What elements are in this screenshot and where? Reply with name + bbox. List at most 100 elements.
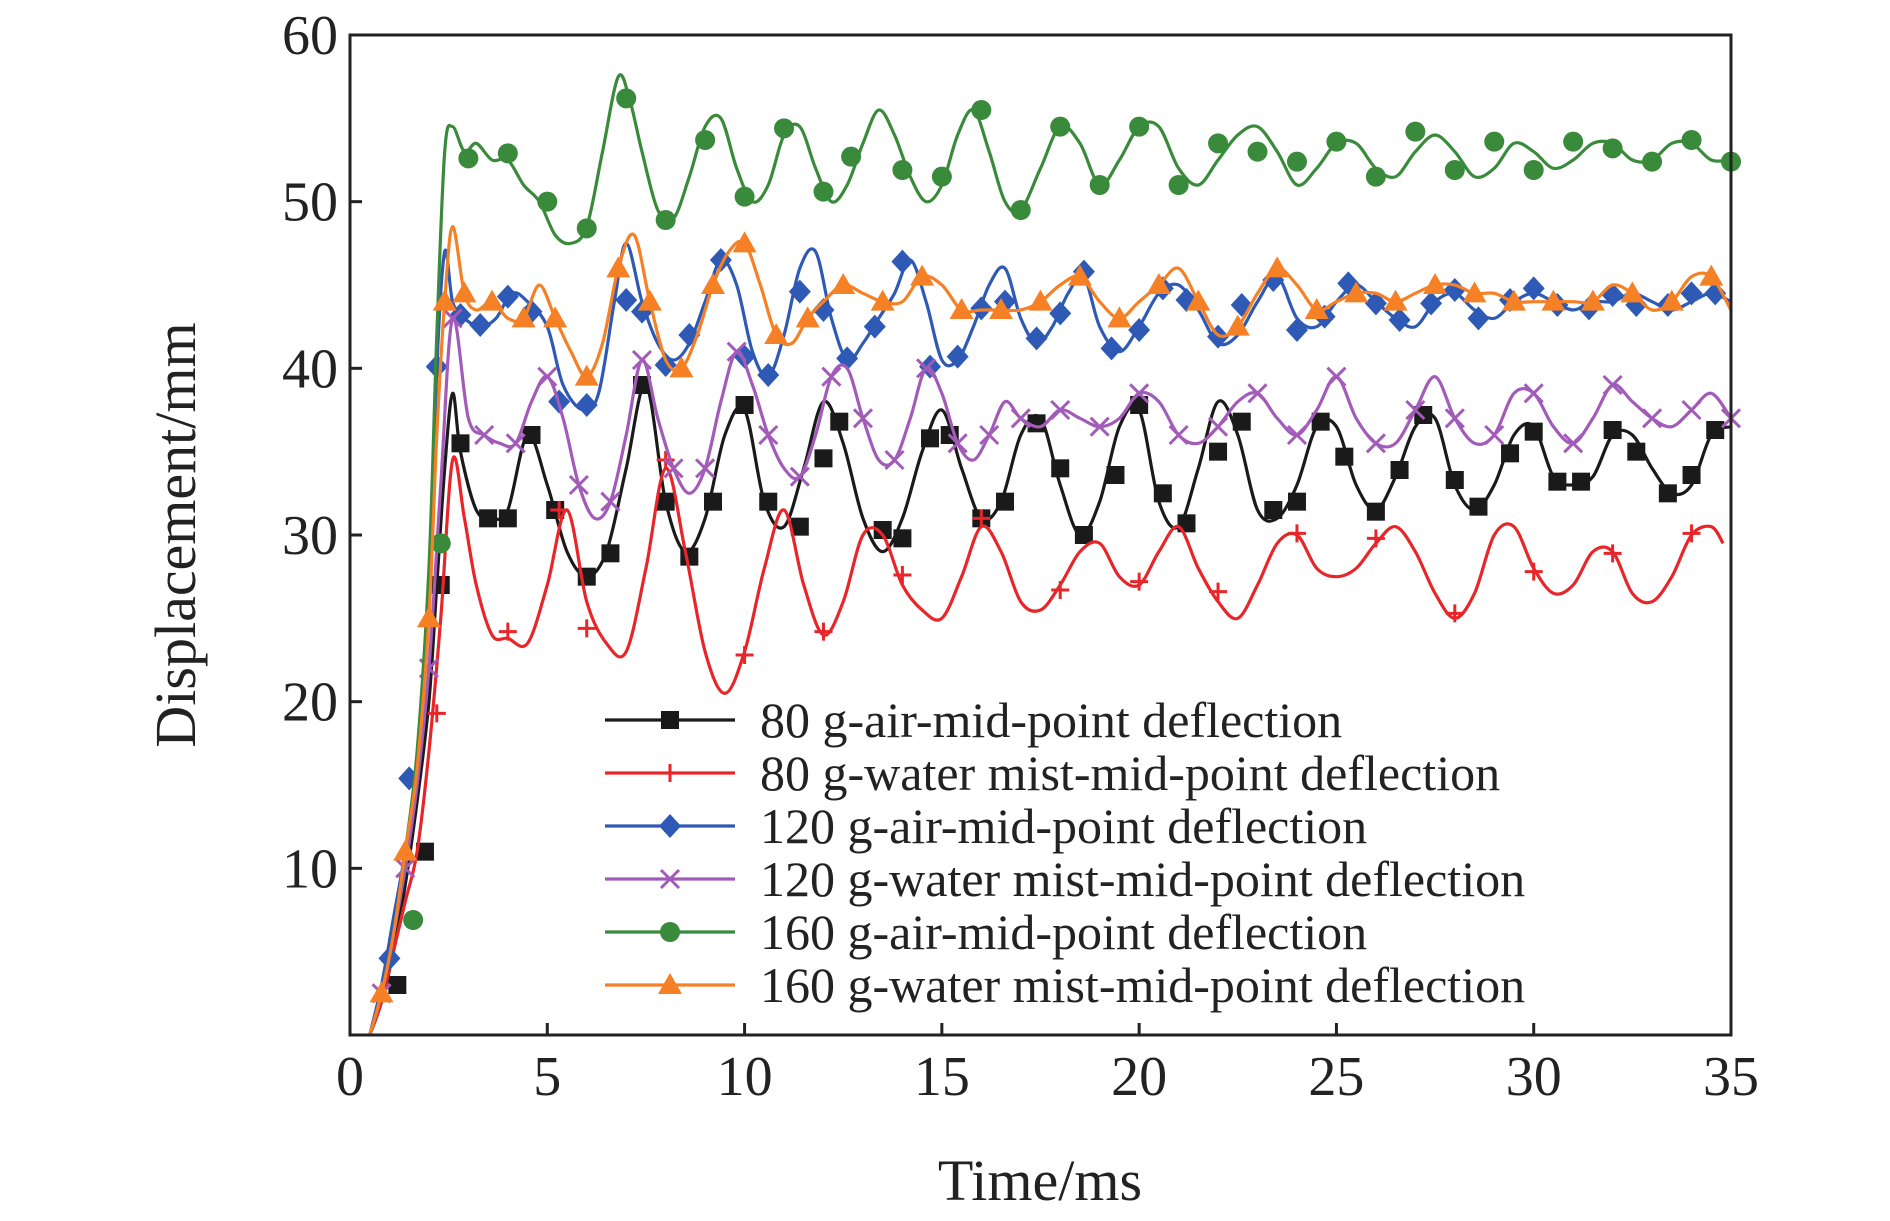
data-point (631, 349, 653, 371)
data-point (1681, 130, 1702, 150)
data-point (474, 424, 495, 446)
data-point (654, 353, 677, 377)
data-point (1706, 421, 1725, 439)
data-point (884, 449, 905, 471)
data-point (616, 88, 637, 109)
data-point (1067, 264, 1092, 286)
y-tick-label: 50 (282, 172, 338, 234)
series-line (368, 455, 1725, 1036)
data-point (814, 449, 833, 468)
legend-label: 120 g-air-mid-point deflection (760, 798, 1367, 854)
data-point (632, 376, 651, 394)
data-point (813, 181, 834, 202)
data-point (1129, 116, 1150, 137)
data-point (543, 306, 568, 328)
data-point (893, 566, 912, 584)
data-point (1326, 366, 1347, 387)
data-point (1304, 298, 1329, 319)
data-point (893, 529, 912, 548)
data-point (1682, 466, 1701, 484)
data-point (1130, 572, 1149, 591)
data-point (695, 458, 716, 479)
data-point (497, 143, 518, 164)
data-point (1209, 582, 1228, 601)
data-point (757, 363, 780, 387)
data-point (601, 544, 620, 563)
legend-item: 120 g-water mist-mid-point deflection (605, 851, 1525, 907)
x-tick-label: 0 (336, 1046, 364, 1108)
data-point (1010, 200, 1031, 220)
legend-marker (661, 764, 679, 782)
data-point (1168, 424, 1189, 446)
data-point (758, 424, 779, 446)
data-point (1699, 264, 1724, 286)
legend-item: 120 g-air-mid-point deflection (605, 798, 1367, 854)
legend-marker (659, 868, 681, 890)
data-point (1089, 416, 1110, 437)
data-point (790, 517, 809, 536)
data-point (1681, 399, 1702, 421)
data-point (1602, 138, 1623, 159)
data-point (1680, 281, 1703, 306)
legend-label: 160 g-water mist-mid-point deflection (760, 957, 1525, 1013)
data-point (469, 313, 492, 337)
data-point (680, 547, 699, 566)
x-tick-label: 5 (533, 1046, 561, 1108)
data-point (1501, 289, 1526, 311)
data-point (432, 289, 457, 311)
data-point (1129, 383, 1150, 404)
data-point (726, 341, 747, 362)
data-point (873, 521, 892, 539)
axis-ticks: 0 5 10 15 20 25 30 35 10 20 30 40 50 60 (282, 5, 1759, 1108)
x-tick-label: 20 (1111, 1046, 1167, 1108)
data-point (795, 306, 820, 328)
data-point (416, 606, 441, 628)
x-tick-label: 15 (914, 1046, 970, 1108)
data-point (1366, 502, 1385, 521)
data-point (1523, 160, 1544, 180)
data-point (1286, 424, 1308, 446)
data-point (1264, 501, 1283, 519)
data-point (1627, 442, 1646, 461)
data-point (600, 491, 621, 512)
data-point (1028, 289, 1053, 311)
data-point (1469, 497, 1488, 516)
data-point (1100, 336, 1123, 361)
legend-item: 160 g-water mist-mid-point deflection (605, 957, 1525, 1013)
data-point (427, 704, 446, 723)
data-point (764, 323, 789, 344)
data-point (1388, 308, 1411, 332)
data-point (395, 858, 416, 879)
data-point (511, 306, 536, 328)
data-point (1642, 151, 1663, 172)
data-point (1049, 301, 1072, 326)
data-point (574, 364, 599, 386)
data-point (1107, 306, 1132, 328)
data-point (1444, 160, 1465, 180)
data-point (946, 344, 969, 369)
y-tick-label: 30 (282, 505, 338, 567)
data-point (1050, 116, 1071, 137)
data-point (1383, 289, 1408, 311)
data-point (970, 296, 993, 321)
data-point (1365, 433, 1386, 454)
data-point (1051, 581, 1070, 599)
data-point (637, 289, 662, 311)
data-point (1444, 408, 1465, 429)
data-point (576, 218, 597, 239)
data-point (979, 424, 1000, 446)
data-point (1522, 276, 1545, 301)
data-point (480, 289, 505, 311)
data-point (479, 509, 498, 528)
data-point (1682, 524, 1701, 543)
data-point (814, 622, 833, 641)
data-point (1074, 526, 1093, 544)
data-point (575, 393, 598, 417)
data-point (430, 533, 451, 554)
series-line (368, 73, 1732, 1036)
data-point (388, 976, 407, 994)
legend-label: 160 g-air-mid-point deflection (760, 904, 1367, 960)
series-line (368, 315, 1733, 1036)
data-point (1051, 459, 1070, 478)
